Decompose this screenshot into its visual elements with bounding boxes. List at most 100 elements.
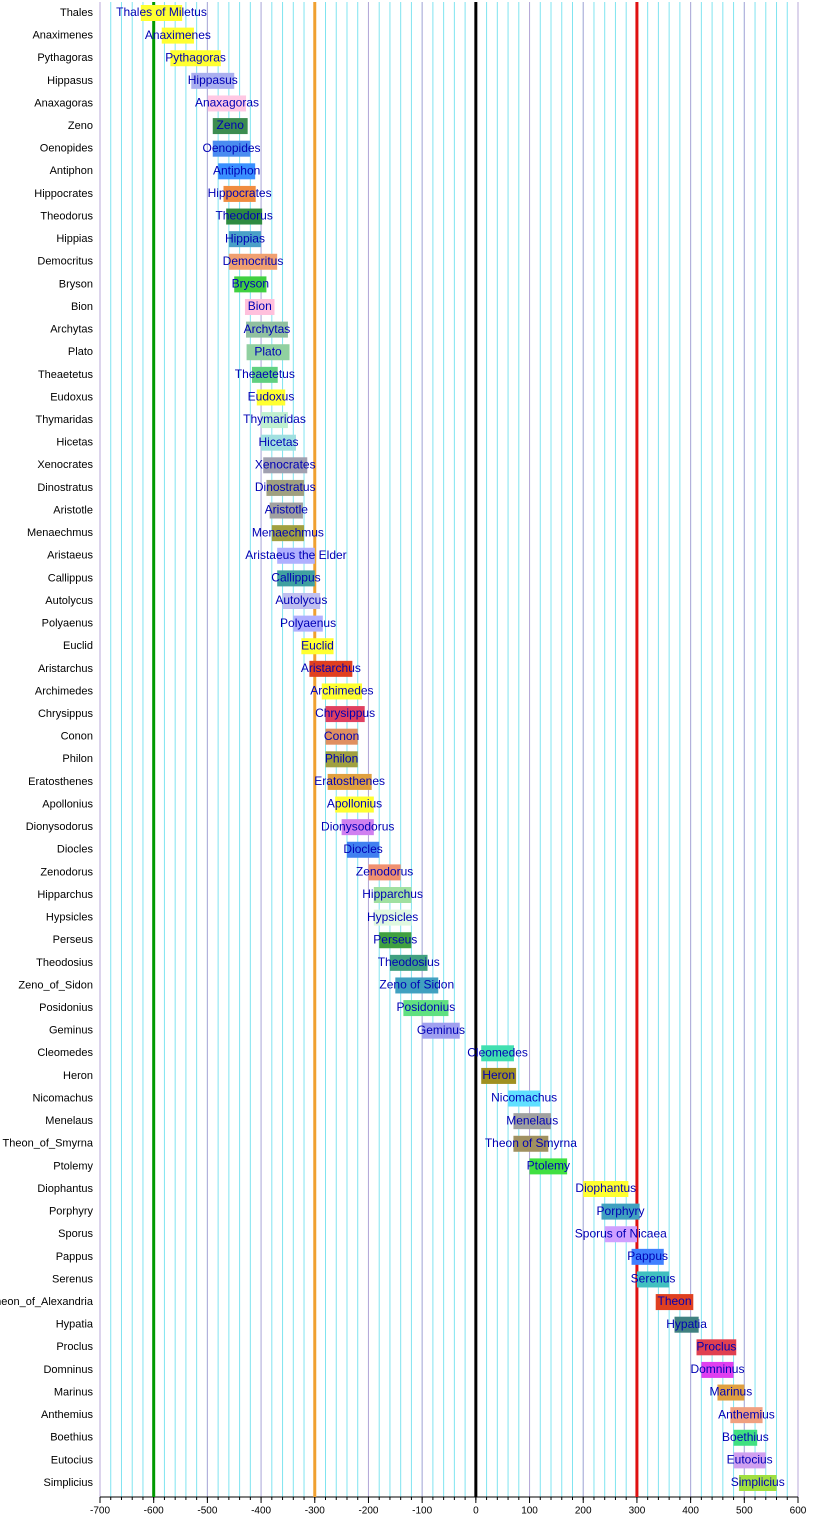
bar xyxy=(246,344,290,361)
row-label: Hypatia xyxy=(56,1319,94,1331)
bar-label: Democritus xyxy=(223,254,284,268)
row-label: Sporus xyxy=(58,1228,93,1240)
x-tick-label: 600 xyxy=(790,1506,807,1517)
bar-label: Theodorus xyxy=(215,209,272,223)
bar-label: Theodosius xyxy=(378,955,440,969)
bar-label: Boethius xyxy=(722,1430,769,1444)
row-label: Antiphon xyxy=(50,165,93,177)
row-label: Geminus xyxy=(49,1025,94,1037)
bar-label: Simplicius xyxy=(731,1475,785,1489)
bar xyxy=(730,1407,763,1424)
x-tick-label: 0 xyxy=(473,1506,479,1517)
bar-label: Domninus xyxy=(690,1362,744,1376)
bar xyxy=(422,1022,460,1039)
bar xyxy=(733,1429,758,1446)
row-label: Hipparchus xyxy=(37,889,93,901)
bar-label: Thales of Miletus xyxy=(116,5,207,19)
bar-label: Oenopides xyxy=(203,141,261,155)
bar-label: Philon xyxy=(325,751,358,765)
row-label: Philon xyxy=(62,753,93,765)
row-label: Diophantus xyxy=(37,1183,93,1195)
row-label: Polyaenus xyxy=(42,618,94,630)
bar-label: Eudoxus xyxy=(248,390,295,404)
bar-label: Euclid xyxy=(301,638,334,652)
x-tick-label: 300 xyxy=(629,1506,646,1517)
bar-label: Diophantus xyxy=(575,1181,636,1195)
bar-label: Polyaenus xyxy=(280,616,336,630)
row-label: Hypsicles xyxy=(46,912,94,924)
row-label: Cleomedes xyxy=(37,1047,93,1059)
bar-label: Perseus xyxy=(373,932,417,946)
bar xyxy=(717,1384,745,1401)
bar xyxy=(604,1226,637,1243)
bar xyxy=(207,95,247,112)
bar xyxy=(379,932,412,949)
bar xyxy=(226,208,263,225)
bar xyxy=(228,253,278,270)
row-label: Domninus xyxy=(43,1364,93,1376)
bar xyxy=(161,27,194,44)
row-label: Bion xyxy=(71,301,93,313)
x-tick-label: -300 xyxy=(305,1506,325,1517)
bar-label: Cleomedes xyxy=(467,1045,528,1059)
row-label: Posidonius xyxy=(39,1002,93,1014)
row-label: Nicomachus xyxy=(32,1092,93,1104)
bar xyxy=(733,1452,766,1469)
bar xyxy=(346,841,380,858)
bar-label: Hypsicles xyxy=(367,910,418,924)
bar-label: Hippasus xyxy=(188,73,238,87)
row-label: Heron xyxy=(63,1070,93,1082)
row-label: Aristarchus xyxy=(38,663,94,675)
row-label: Theon_of_Alexandria xyxy=(0,1296,94,1308)
bar xyxy=(212,140,251,157)
row-label: Pythagoras xyxy=(37,52,93,64)
bar xyxy=(293,615,323,632)
bar-label: Plato xyxy=(254,344,282,358)
bar xyxy=(263,457,308,474)
bar xyxy=(234,276,267,293)
row-label: Proclus xyxy=(56,1341,93,1353)
row-label: Marinus xyxy=(54,1386,94,1398)
row-label: Menelaus xyxy=(45,1115,93,1127)
bar-label: Hipparchus xyxy=(362,887,423,901)
bar xyxy=(269,502,303,519)
bar xyxy=(309,660,353,677)
bar-label: Zeno of Sidon xyxy=(379,978,454,992)
bar-label: Dinostratus xyxy=(255,480,316,494)
bar-label: Anthemius xyxy=(718,1407,775,1421)
row-label: Dinostratus xyxy=(37,482,93,494)
x-tick-label: 500 xyxy=(736,1506,753,1517)
bar xyxy=(368,864,401,881)
bar-label: Menelaus xyxy=(506,1113,558,1127)
row-label: Theodosius xyxy=(36,957,93,969)
row-label: Archimedes xyxy=(35,685,94,697)
bar-label: Callippus xyxy=(271,571,320,585)
bar xyxy=(513,1135,549,1152)
bar xyxy=(282,593,321,609)
bar xyxy=(325,728,358,745)
row-label: Eratosthenes xyxy=(28,776,93,788)
bar xyxy=(389,954,428,971)
bar-label: Hypatia xyxy=(666,1317,707,1331)
bar xyxy=(395,977,439,994)
bar-label: Xenocrates xyxy=(255,457,316,471)
bar xyxy=(481,1067,517,1084)
row-label: Zenodorus xyxy=(40,866,93,878)
x-tick-label: -600 xyxy=(144,1506,164,1517)
bar-label: Porphyry xyxy=(597,1204,645,1218)
bar xyxy=(601,1203,640,1220)
bar-label: Hicetas xyxy=(259,435,299,449)
bar xyxy=(266,479,305,496)
bar-label: Theon of Smyrna xyxy=(485,1136,577,1150)
bar xyxy=(701,1361,734,1378)
bar-label: Aristotle xyxy=(265,503,309,517)
bar xyxy=(373,887,412,903)
row-label: Hicetas xyxy=(56,437,93,449)
bar xyxy=(636,1271,670,1288)
bar xyxy=(583,1181,629,1197)
bar-label: Zenodorus xyxy=(356,865,413,879)
bar xyxy=(140,5,183,21)
bar-label: Apollonius xyxy=(327,797,382,811)
row-label: Oenopides xyxy=(40,143,94,155)
